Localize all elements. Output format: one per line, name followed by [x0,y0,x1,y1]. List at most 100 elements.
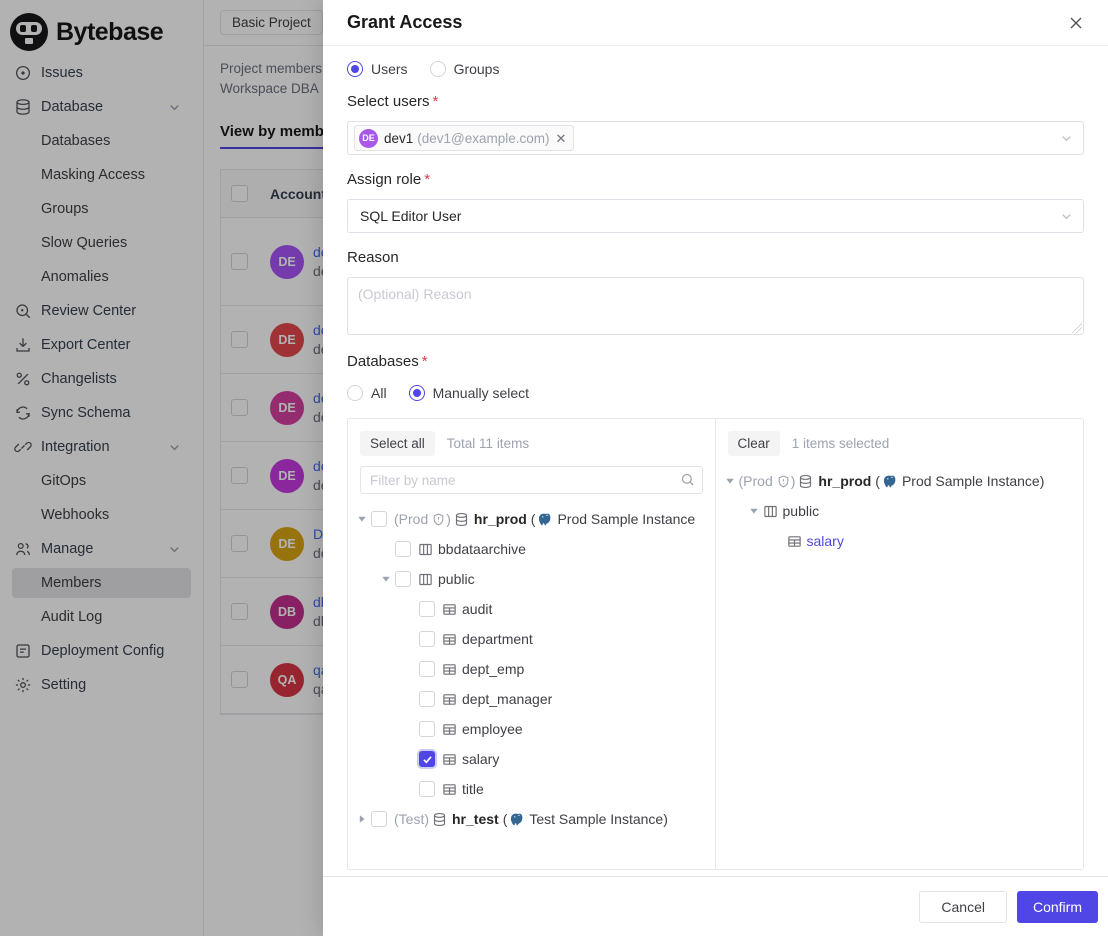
tree-item-name: public [782,503,820,519]
tab-view-by-members[interactable]: View by members [220,123,347,149]
tree-checkbox[interactable] [371,511,387,527]
tree-item-department[interactable]: department [348,624,715,654]
sidebar-item-label: GitOps [41,473,87,489]
sidebar-item-deployment-config[interactable]: Deployment Config [12,636,191,666]
tree-checkbox[interactable] [419,691,435,707]
cancel-button[interactable]: Cancel [919,890,1007,923]
tree-item-hr-prod[interactable]: (Prod) hr_prod(Prod Sample Instance) [716,466,1084,496]
tree-item-salary[interactable]: salary [348,744,715,774]
sidebar-item-webhooks[interactable]: Webhooks [12,500,191,530]
tree-checkbox[interactable] [419,781,435,797]
radio-users[interactable]: Users [347,61,408,77]
tree-item-dept-emp[interactable]: dept_emp [348,654,715,684]
radio-manual-control[interactable] [408,385,425,401]
row-checkbox[interactable] [231,253,248,270]
tree-item-public[interactable]: public [348,564,715,594]
clear-button[interactable]: Clear [727,431,780,456]
sidebar-item-gitops[interactable]: GitOps [12,466,191,496]
row-checkbox[interactable] [231,331,248,348]
caret-down-icon[interactable] [721,472,739,490]
sidebar-item-export-center[interactable]: Export Center [12,330,191,360]
tree-item-name: dept_emp [462,661,525,677]
tree-item-hr-test[interactable]: (Test) hr_test(Test Sample Instance) [348,804,715,834]
radio-manually-select[interactable]: Manually select [408,385,530,401]
pg-icon [537,512,552,527]
tree-checkbox[interactable] [419,601,435,617]
radio-groups-control[interactable] [429,61,446,77]
sidebar-item-issues[interactable]: Issues [12,58,191,88]
tree-checkbox[interactable] [395,571,411,587]
sidebar-item-setting[interactable]: Setting [12,670,191,700]
select-all-button[interactable]: Select all [360,431,435,456]
sidebar-item-label: Webhooks [41,507,110,523]
tree-item-title[interactable]: title [348,774,715,804]
sidebar-item-changelists[interactable]: Changelists [12,364,191,394]
sidebar-item-groups[interactable]: Groups [12,194,191,224]
row-checkbox[interactable] [231,671,248,688]
tree-checkbox[interactable] [371,811,387,827]
tree-item-name: bbdataarchive [438,541,526,557]
sidebar-item-database[interactable]: Database [12,92,191,122]
close-icon[interactable] [1068,15,1084,31]
radio-groups[interactable]: Groups [429,61,499,77]
workspace-dba-desc: Workspace DBA [220,81,319,96]
tree-item-name: employee [462,721,523,737]
tree-checkbox[interactable] [419,631,435,647]
sidebar-item-slow-queries[interactable]: Slow Queries [12,228,191,258]
assign-role-select[interactable]: SQL Editor User [347,199,1084,233]
radio-all-label: All [371,385,387,401]
caret-spacer [769,532,787,550]
row-checkbox[interactable] [231,535,248,552]
selected-user-tag: DE dev1 (dev1@example.com) ✕ [354,125,575,151]
bytebase-logo[interactable]: Bytebase [0,0,203,54]
sidebar-item-integration[interactable]: Integration [12,432,191,462]
sidebar-item-anomalies[interactable]: Anomalies [12,262,191,292]
tree-item-salary[interactable]: salary [716,526,1084,556]
selected-tree: (Prod) hr_prod(Prod Sample Instance) publi… [716,456,1084,556]
tree-item-audit[interactable]: audit [348,594,715,624]
remove-user-icon[interactable]: ✕ [555,130,567,146]
sidebar-item-manage[interactable]: Manage [12,534,191,564]
filter-by-name-input[interactable] [360,466,703,494]
radio-all-control[interactable] [347,385,363,401]
required-asterisk: * [424,171,431,188]
sidebar-item-databases[interactable]: Databases [12,126,191,156]
tree-item-name: salary [806,533,844,549]
tree-checkbox[interactable] [419,661,435,677]
tree-item-hr-prod[interactable]: (Prod) hr_prod(Prod Sample Instance [348,504,715,534]
tree-item-bbdataarchive[interactable]: bbdataarchive [348,534,715,564]
tree-checkbox[interactable] [395,541,411,557]
row-checkbox[interactable] [231,603,248,620]
project-breadcrumb-chip[interactable]: Basic Project [220,10,323,35]
schema-icon [763,504,778,519]
sidebar-item-label: Issues [41,65,83,81]
row-checkbox[interactable] [231,399,248,416]
row-checkbox[interactable] [231,467,248,484]
sidebar-item-masking-access[interactable]: Masking Access [12,160,191,190]
sidebar-item-audit-log[interactable]: Audit Log [12,602,191,632]
tree-checkbox[interactable] [419,751,435,767]
tree-checkbox[interactable] [419,721,435,737]
tree-item-dept-manager[interactable]: dept_manager [348,684,715,714]
environment-label-close: ) [790,473,796,489]
assign-role-label: Assign role * [347,171,431,188]
selected-pane-header: Clear 1 items selected [716,419,1084,456]
caret-right-icon[interactable] [353,810,371,828]
caret-down-icon[interactable] [745,502,763,520]
sidebar-item-sync-schema[interactable]: Sync Schema [12,398,191,428]
sidebar-item-review-center[interactable]: Review Center [12,296,191,326]
confirm-button[interactable]: Confirm [1016,890,1098,923]
sidebar-item-label: Databases [41,133,111,149]
caret-down-icon[interactable] [377,570,395,588]
avatar: DB [270,594,304,629]
radio-all-databases[interactable]: All [347,385,387,401]
sidebar-item-members[interactable]: Members [12,568,191,598]
radio-manual-label: Manually select [432,385,530,401]
reason-textarea[interactable] [347,277,1084,335]
select-users-input[interactable]: DE dev1 (dev1@example.com) ✕ [347,121,1084,155]
tree-item-employee[interactable]: employee [348,714,715,744]
tree-item-public[interactable]: public [716,496,1084,526]
select-all-checkbox[interactable] [231,185,248,202]
radio-users-control[interactable] [347,61,363,77]
caret-down-icon[interactable] [353,510,371,528]
